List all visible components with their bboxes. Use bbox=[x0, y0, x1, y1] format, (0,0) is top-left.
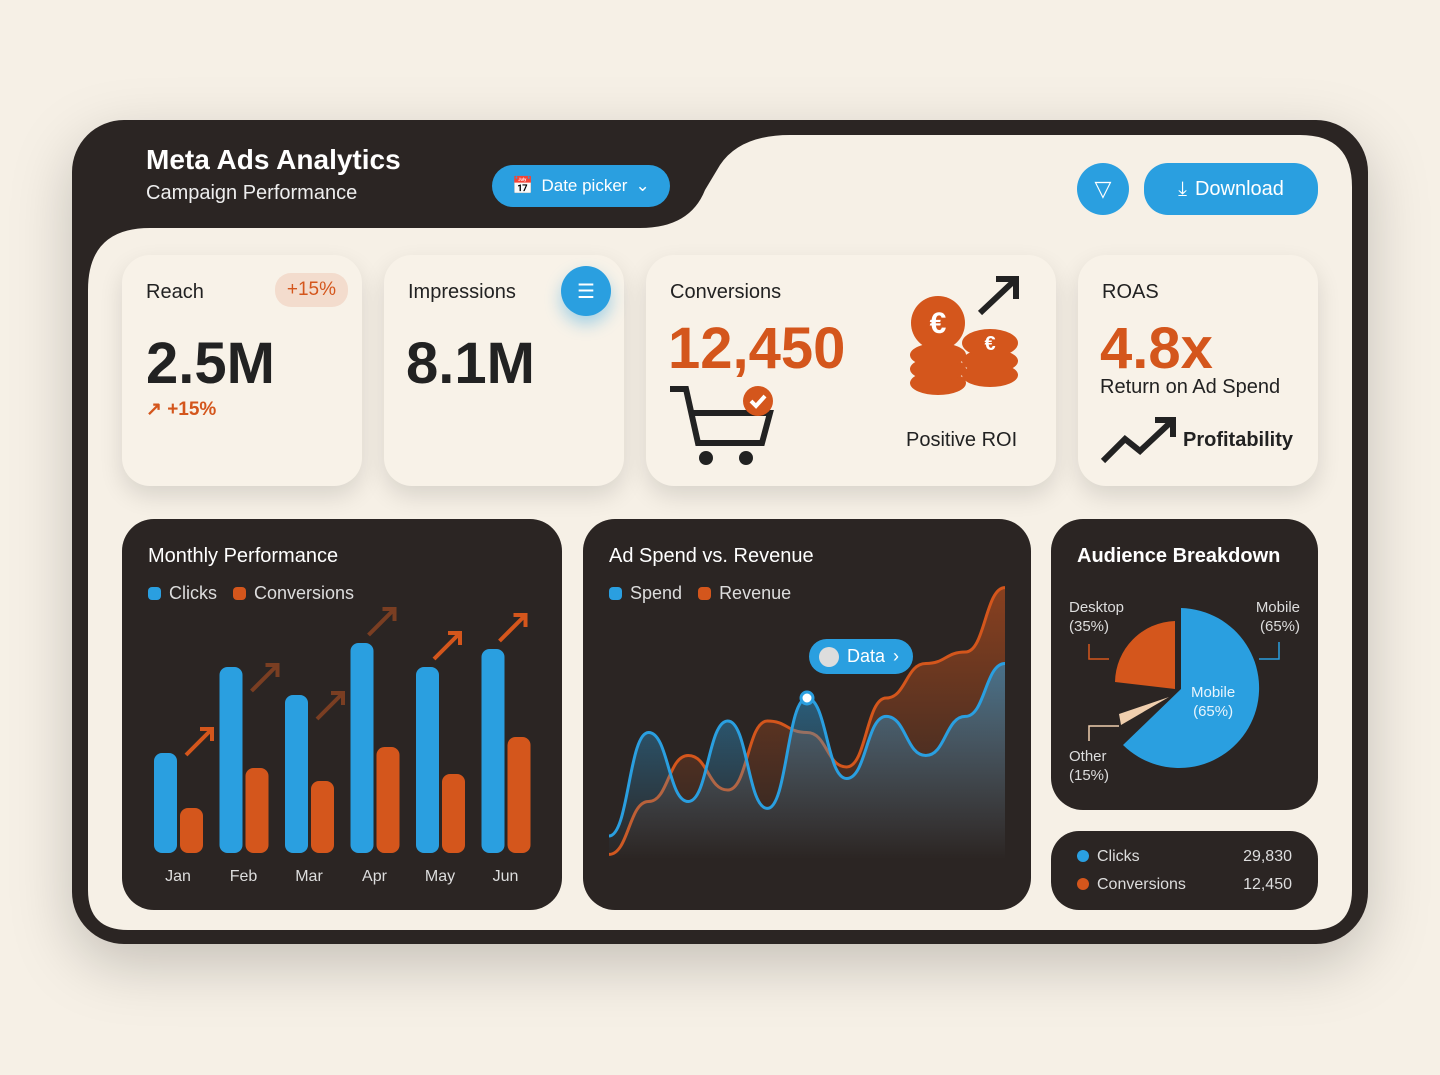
roas-label: ROAS bbox=[1102, 281, 1159, 303]
cart-check-icon bbox=[670, 386, 774, 465]
ad-spend-panel: Ad Spend vs. Revenue Spend Revenue Data › bbox=[583, 519, 1031, 910]
x-tick-label: Mar bbox=[295, 868, 323, 885]
pie-slice-desktop bbox=[1115, 621, 1175, 689]
settings-sliders-button[interactable]: ☰ bbox=[561, 266, 611, 316]
bar-conversions-jun bbox=[507, 737, 531, 853]
trend-arrow-icon bbox=[250, 663, 280, 693]
area-chart bbox=[608, 586, 1006, 859]
x-tick-label: Jan bbox=[165, 868, 191, 885]
bar-chart: Jan Feb Mar Apr May Jun bbox=[154, 607, 531, 885]
trend-arrow-icon bbox=[367, 607, 397, 637]
legend-conversions: Conversions bbox=[233, 583, 354, 604]
chart-title: Ad Spend vs. Revenue bbox=[609, 545, 814, 567]
positive-roi-caption: Positive ROI bbox=[906, 429, 1018, 451]
impressions-label: Impressions bbox=[408, 281, 516, 303]
pie-chart bbox=[1088, 608, 1280, 768]
chart-title: Audience Breakdown bbox=[1077, 545, 1281, 567]
trend-up-icon bbox=[1100, 417, 1176, 464]
trend-arrow-icon bbox=[184, 727, 214, 757]
filter-button[interactable]: ▽ bbox=[1077, 163, 1129, 215]
bar-conversions-feb bbox=[245, 768, 269, 853]
page-subtitle: Campaign Performance bbox=[146, 182, 358, 204]
summary-row-conversions: Conversions bbox=[1077, 876, 1186, 894]
legend-revenue: Revenue bbox=[698, 583, 791, 604]
reach-change: +15% bbox=[167, 399, 217, 420]
roas-value: 4.8x bbox=[1100, 316, 1213, 381]
legend-spend: Spend bbox=[609, 583, 682, 604]
sliders-icon: ☰ bbox=[577, 280, 595, 303]
pie-slice-other bbox=[1119, 697, 1169, 725]
audience-panel: Audience Breakdown Desktop (35%) Mobile (6… bbox=[1051, 519, 1318, 810]
page-title: Meta Ads Analytics bbox=[146, 144, 401, 175]
line-spend bbox=[608, 662, 1006, 838]
x-tick-label: Feb bbox=[230, 868, 258, 885]
area-spend bbox=[609, 663, 1005, 859]
bar-clicks-may bbox=[416, 667, 439, 853]
clicks-total: 29,830 bbox=[1243, 848, 1292, 865]
impressions-value: 8.1M bbox=[406, 331, 535, 396]
bar-clicks-apr bbox=[350, 643, 374, 853]
bar-clicks-feb bbox=[219, 667, 243, 853]
chevron-down-icon: ⌄ bbox=[635, 176, 650, 195]
date-picker-button[interactable]: 📅 Date picker ⌄ bbox=[492, 165, 670, 207]
conversions-value: 12,450 bbox=[668, 316, 846, 381]
pie-slice-mobile bbox=[1123, 608, 1260, 768]
x-tick-label: May bbox=[425, 868, 455, 885]
calendar-icon: 📅 bbox=[512, 176, 534, 195]
conversions-total: 12,450 bbox=[1243, 876, 1292, 893]
summary-row-clicks: Clicks bbox=[1077, 848, 1140, 866]
trend-arrow-icon bbox=[498, 613, 528, 643]
reach-badge: +15% bbox=[274, 273, 348, 307]
svg-text:€: € bbox=[984, 333, 995, 355]
x-tick-label: Jun bbox=[493, 868, 519, 885]
download-icon: ⤓ bbox=[1178, 177, 1187, 200]
bar-conversions-may bbox=[442, 774, 465, 853]
euro-coins-icon: € € bbox=[910, 276, 1019, 395]
download-button[interactable]: ⤓ Download bbox=[1144, 163, 1318, 215]
legend-clicks: Clicks bbox=[148, 583, 217, 604]
summary-panel: Clicks 29,830 Conversions 12,450 bbox=[1051, 831, 1318, 910]
roas-card: ROAS 4.8x Return on Ad Spend Profitabili… bbox=[1078, 255, 1318, 486]
reach-label: Reach bbox=[146, 281, 204, 303]
conversions-label: Conversions bbox=[670, 281, 782, 303]
svg-text:€: € bbox=[930, 307, 947, 340]
roas-subtitle: Return on Ad Spend bbox=[1100, 376, 1281, 398]
bar-clicks-jan bbox=[154, 753, 177, 853]
data-tooltip[interactable]: Data › bbox=[809, 639, 914, 674]
profitability-caption: Profitability bbox=[1183, 429, 1294, 451]
chevron-right-icon: › bbox=[893, 646, 900, 666]
bar-conversions-apr bbox=[376, 747, 400, 853]
bar-conversions-mar bbox=[311, 781, 334, 853]
conversions-card: Conversions 12,450 € € Positive ROI bbox=[646, 255, 1056, 486]
reach-value: 2.5M bbox=[146, 331, 275, 396]
trend-arrow-icon bbox=[432, 631, 462, 661]
data-point-highlight bbox=[799, 690, 815, 706]
x-tick-label: Apr bbox=[362, 868, 388, 885]
bar-clicks-mar bbox=[285, 695, 308, 853]
monthly-performance-panel: Monthly Performance Clicks Conversions Ja… bbox=[122, 519, 562, 910]
filter-icon: ▽ bbox=[1094, 176, 1112, 201]
bar-conversions-jan bbox=[180, 808, 203, 853]
bar-clicks-jun bbox=[481, 649, 505, 853]
trend-arrow-icon bbox=[315, 691, 345, 721]
chart-title: Monthly Performance bbox=[148, 545, 339, 567]
reach-card: Reach +15% 2.5M ↗ +15% bbox=[122, 255, 362, 486]
impressions-card: Impressions ☰ 8.1M bbox=[384, 255, 624, 486]
arrow-up-right-icon: ↗ bbox=[146, 399, 168, 420]
